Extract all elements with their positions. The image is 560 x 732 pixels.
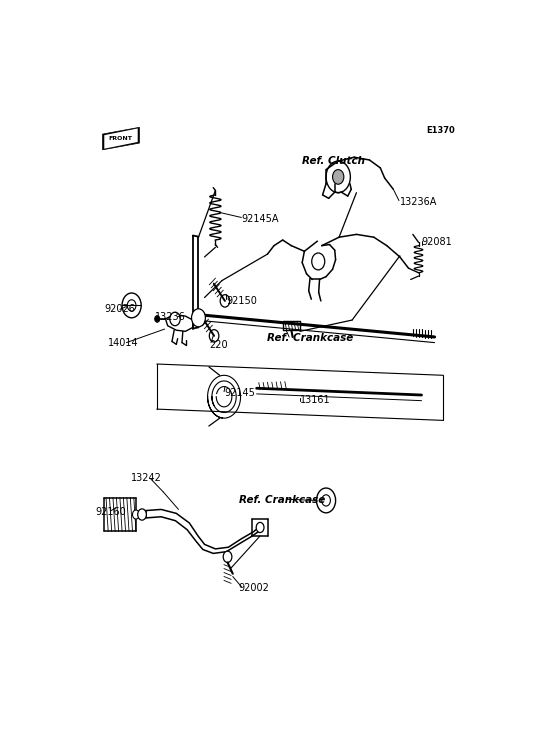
Polygon shape (104, 128, 138, 149)
Circle shape (192, 309, 206, 326)
Text: 92026: 92026 (105, 305, 136, 314)
Text: 14014: 14014 (108, 338, 139, 348)
Circle shape (321, 495, 330, 506)
Text: Ref. Crankcase: Ref. Crankcase (268, 333, 354, 343)
Circle shape (133, 510, 139, 519)
Text: 13242: 13242 (130, 474, 162, 483)
Text: 92160: 92160 (95, 507, 126, 517)
Text: 92002: 92002 (239, 583, 269, 593)
Circle shape (170, 312, 180, 326)
Text: 13161: 13161 (300, 395, 330, 405)
Text: 13236A: 13236A (400, 197, 437, 206)
Text: Ref. Clutch: Ref. Clutch (302, 156, 365, 166)
Circle shape (333, 170, 344, 184)
Circle shape (316, 488, 335, 513)
Circle shape (256, 523, 264, 533)
Text: Ref. Crankcase: Ref. Crankcase (239, 496, 325, 505)
Text: 92150: 92150 (226, 296, 257, 306)
Circle shape (127, 300, 136, 311)
Circle shape (223, 551, 232, 562)
Polygon shape (102, 127, 139, 150)
Text: 92081: 92081 (422, 237, 452, 247)
Text: 13236: 13236 (155, 312, 185, 321)
Text: 92145A: 92145A (241, 214, 279, 224)
Circle shape (155, 315, 160, 322)
Text: E1370: E1370 (427, 126, 455, 135)
Circle shape (312, 253, 325, 270)
Text: 92145: 92145 (224, 388, 255, 397)
Circle shape (122, 293, 141, 318)
Circle shape (138, 509, 146, 520)
Text: FRONT: FRONT (109, 136, 133, 141)
Circle shape (326, 161, 351, 193)
Text: 220: 220 (210, 340, 228, 351)
